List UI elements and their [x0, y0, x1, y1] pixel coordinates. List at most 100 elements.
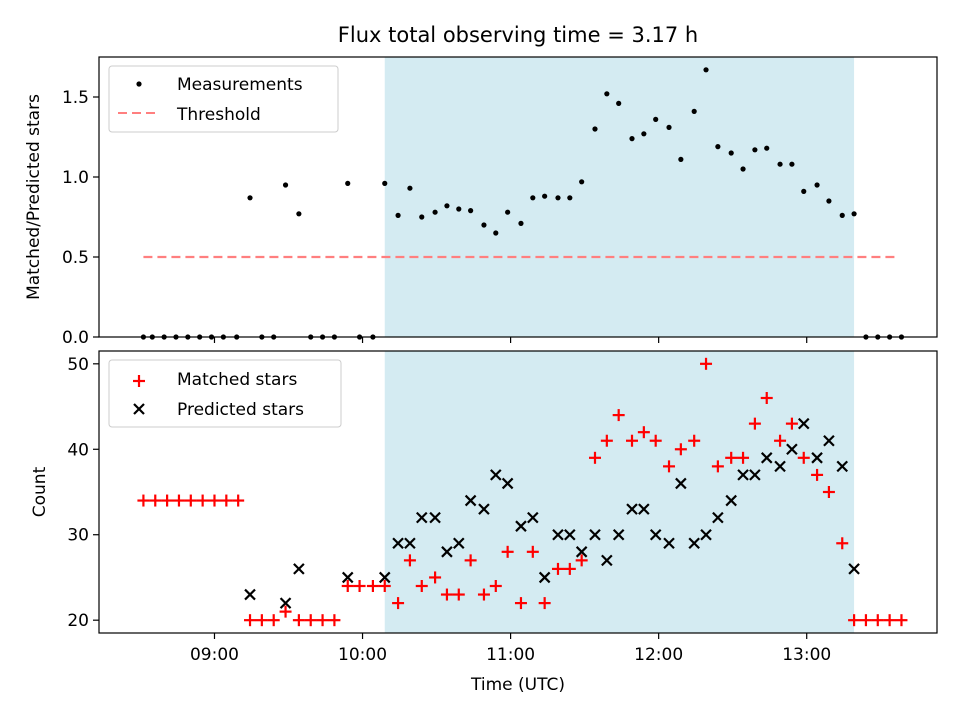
bottom-x-ticks: 09:00 10:00 11:00 12:00 13:00	[190, 633, 831, 665]
predicted-star-marker	[392, 537, 404, 550]
marker-stroke	[527, 511, 539, 524]
marker-stroke	[725, 494, 737, 507]
predicted-star-marker	[612, 528, 625, 541]
matched-star-marker	[797, 451, 810, 464]
x-tick-label: 12:00	[634, 645, 683, 665]
predicted-star-marker	[737, 469, 749, 481]
predicted-star-marker	[490, 469, 502, 481]
predicted-star-marker	[638, 503, 650, 515]
matched-star-marker	[563, 562, 576, 575]
matched-star-marker	[244, 614, 257, 627]
marker-stroke	[490, 469, 502, 481]
marker-stroke	[675, 477, 687, 490]
matched-star-marker	[663, 460, 676, 473]
matched-star-marker	[220, 494, 233, 507]
predicted-star-marker	[527, 511, 539, 524]
observing-window-shade	[384, 351, 855, 633]
measurement-point	[481, 222, 487, 228]
matched-star-marker	[588, 451, 601, 464]
top-y-ticks: 0.0 0.5 1.0 1.5	[62, 88, 99, 348]
matched-star-marker	[255, 614, 268, 627]
predicted-star-marker	[404, 537, 416, 550]
bottom-legend-box	[108, 359, 342, 428]
marker-stroke	[589, 528, 601, 541]
marker-stroke	[760, 452, 773, 464]
predicted-star-marker	[575, 546, 588, 558]
measurement-point	[518, 220, 524, 226]
matched-star-marker	[392, 597, 405, 610]
measurement-point	[777, 161, 783, 167]
predicted-star-marker	[478, 503, 490, 515]
matched-star-marker	[341, 580, 354, 592]
marker-stroke	[564, 528, 576, 541]
legend-predicted-label: Predicted stars	[177, 400, 304, 420]
marker-stroke	[848, 563, 860, 575]
marker-stroke	[429, 511, 441, 524]
matched-star-markers	[137, 357, 908, 627]
predicted-star-marker	[464, 494, 477, 507]
predicted-star-marker	[515, 520, 527, 532]
matched-star-marker	[895, 614, 908, 627]
measurement-point	[468, 208, 474, 214]
y-tick-label: 1.0	[62, 168, 89, 188]
marker-stroke	[501, 477, 514, 490]
measurement-point	[728, 150, 734, 156]
top-y-axis-label: Matched/Predicted stars	[24, 94, 44, 300]
predicted-star-marker	[823, 434, 835, 447]
matched-star-marker	[196, 494, 209, 507]
matched-star-marker	[489, 580, 502, 592]
matched-star-marker	[452, 588, 465, 601]
measurement-point	[395, 212, 401, 218]
matched-star-marker	[316, 614, 329, 627]
y-tick-label: 20	[67, 611, 89, 631]
matched-star-marker	[637, 426, 650, 439]
marker-stroke	[663, 537, 675, 550]
measurement-point	[814, 182, 820, 188]
y-tick-label: 1.5	[62, 88, 89, 108]
predicted-star-marker	[601, 554, 613, 567]
matched-star-marker	[774, 434, 787, 447]
predicted-star-marker	[675, 477, 687, 490]
matched-star-marker	[464, 554, 477, 567]
matched-star-marker	[267, 614, 280, 627]
marker-stroke	[478, 503, 490, 515]
predicted-star-marker	[712, 511, 724, 524]
predicted-star-markers	[244, 417, 860, 609]
matched-star-marker	[785, 417, 798, 430]
matched-star-marker	[232, 494, 245, 507]
x-tick-label: 10:00	[338, 645, 387, 665]
predicted-star-marker	[649, 528, 662, 541]
matched-star-marker	[748, 417, 761, 430]
matched-star-marker	[514, 597, 527, 610]
matched-star-marker	[403, 554, 416, 567]
predicted-star-marker	[786, 443, 798, 456]
marker-stroke	[441, 546, 453, 558]
measurement-point	[505, 209, 511, 215]
measurement-point	[493, 230, 499, 236]
matched-star-marker	[626, 434, 639, 447]
x-tick-label: 11:00	[486, 645, 535, 665]
marker-stroke	[601, 554, 613, 567]
matched-star-marker	[353, 580, 366, 592]
matched-star-marker	[429, 571, 442, 584]
predicted-star-marker	[341, 571, 354, 584]
predicted-star-marker	[760, 452, 773, 464]
matched-star-marker	[551, 562, 564, 575]
predicted-star-marker	[700, 528, 712, 541]
predicted-star-marker	[564, 528, 576, 541]
matched-star-marker	[184, 494, 197, 507]
matched-star-marker	[501, 545, 514, 558]
marker-stroke	[279, 597, 292, 609]
matched-star-marker	[477, 588, 490, 601]
measurement-point	[604, 91, 610, 97]
measurement-point	[703, 67, 709, 73]
measurement-point	[789, 161, 795, 167]
measurement-point	[801, 188, 807, 194]
matched-star-marker	[725, 451, 738, 464]
y-tick-label: 0.0	[62, 328, 89, 348]
predicted-star-marker	[501, 477, 514, 490]
measurement-point	[678, 156, 684, 162]
marker-stroke	[538, 571, 551, 584]
marker-stroke	[811, 452, 823, 464]
predicted-star-marker	[688, 537, 700, 550]
